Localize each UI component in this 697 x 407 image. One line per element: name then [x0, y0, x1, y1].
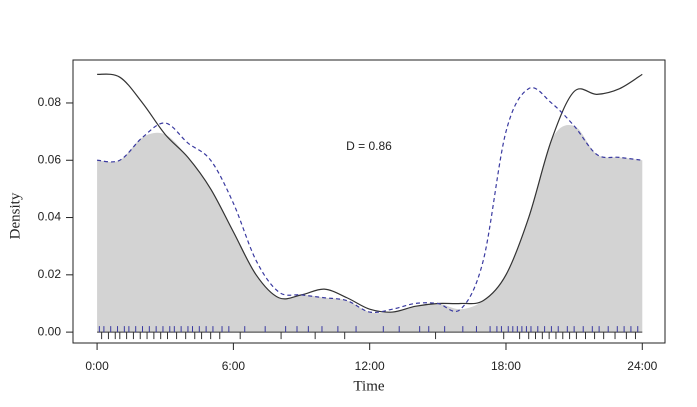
y-tick-label: 0.00: [38, 324, 62, 338]
x-tick-label: 18:00: [491, 359, 521, 373]
y-tick-label: 0.02: [38, 267, 62, 281]
plot-frame: [72, 59, 666, 344]
y-tick-label: 0.08: [38, 95, 62, 109]
y-tick-label: 0.04: [38, 210, 62, 224]
x-axis-label: Time: [353, 378, 384, 394]
x-tick-label: 6:00: [222, 359, 246, 373]
y-axis-label: Density: [7, 192, 23, 239]
x-tick-label: 24:00: [627, 359, 657, 373]
y-tick-label: 0.06: [38, 152, 62, 166]
overlap-area: [97, 124, 643, 333]
density-curve: [97, 73, 643, 313]
density-curve: [97, 87, 643, 314]
x-tick-label: 0:00: [85, 359, 109, 373]
x-tick-label: 12:00: [355, 359, 385, 373]
annotation: D = 0.86: [346, 139, 392, 153]
